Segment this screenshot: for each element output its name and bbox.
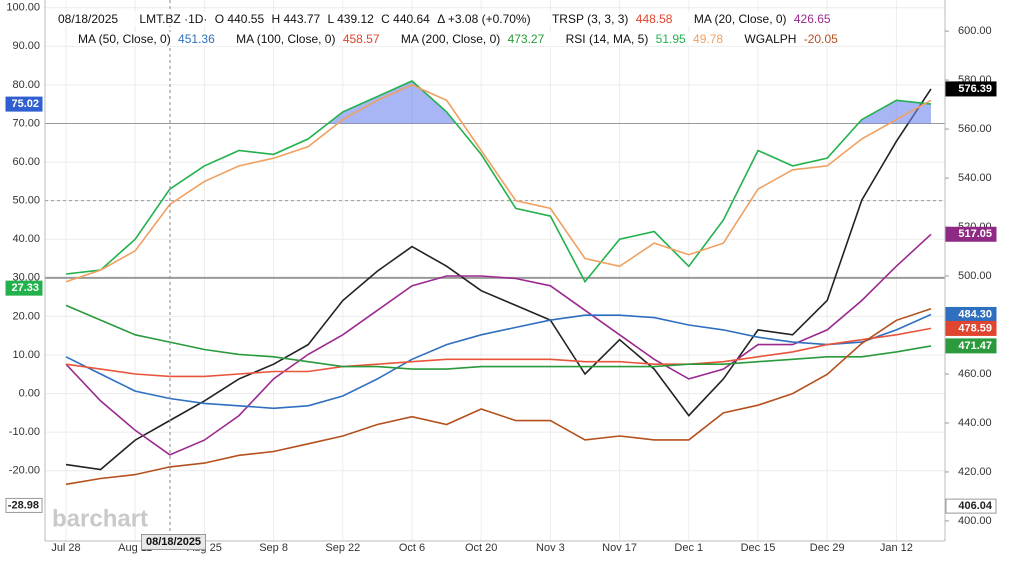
study-readout: 448.58 bbox=[635, 12, 673, 26]
legend-name[interactable]: MA (100, Close, 0) bbox=[236, 32, 336, 46]
legend-name[interactable]: MA (200, Close, 0) bbox=[400, 32, 501, 46]
y-tick-label: 100.00 bbox=[6, 2, 40, 14]
y-tick-label: 50.00 bbox=[12, 195, 40, 207]
x-tick-label: Sep 8 bbox=[259, 542, 288, 554]
y2-tick-label: 460.00 bbox=[958, 368, 992, 380]
y-tick-label: 20.00 bbox=[12, 310, 40, 322]
y-tick-label: 60.00 bbox=[12, 156, 40, 168]
x-tick-label: Dec 1 bbox=[674, 542, 703, 554]
legend-name[interactable]: MA (50, Close, 0) bbox=[78, 32, 171, 46]
header-row-1: 08/18/2025 LMT.BZ ·1D· O 440.55 H 443.77… bbox=[58, 12, 835, 26]
value-box-label: 471.47 bbox=[958, 340, 992, 352]
overbought-fill bbox=[327, 81, 931, 124]
symbol[interactable]: LMT.BZ ·1D· bbox=[139, 12, 208, 26]
value-box bbox=[5, 497, 43, 513]
x-tick-label: Nov 17 bbox=[602, 542, 637, 554]
low: L 439.12 bbox=[327, 12, 374, 26]
legend-name[interactable]: WGALPH bbox=[744, 32, 797, 46]
series-line bbox=[65, 80, 932, 284]
series-line bbox=[65, 313, 932, 410]
x-tick-label: Nov 3 bbox=[536, 542, 565, 554]
y2-tick-label: 420.00 bbox=[958, 466, 992, 478]
legend-readout: 458.57 bbox=[342, 32, 380, 46]
x-tick-label: Jul 28 bbox=[51, 542, 80, 554]
value-box bbox=[945, 226, 997, 242]
legend-readout: -20.05 bbox=[803, 32, 838, 46]
x-tick-label: Dec 29 bbox=[810, 542, 845, 554]
legend-name[interactable]: MA (20, Close, 0) bbox=[693, 12, 787, 26]
y-tick-label: -10.00 bbox=[9, 426, 40, 438]
series-line bbox=[65, 233, 932, 456]
x-tick-label: Jan 12 bbox=[880, 542, 913, 554]
y2-tick-label: 500.00 bbox=[958, 270, 992, 282]
y-tick-label: 10.00 bbox=[12, 349, 40, 361]
value-box bbox=[5, 96, 43, 112]
x-tick-label: Sep 22 bbox=[325, 542, 360, 554]
value-box bbox=[945, 338, 997, 354]
series-line bbox=[65, 307, 932, 486]
x-tick-label: Oct 6 bbox=[399, 542, 425, 554]
value-box bbox=[945, 498, 997, 514]
change: Δ +3.08 (+0.70%) bbox=[437, 12, 531, 26]
legend-readout: 49.78 bbox=[693, 32, 724, 46]
x-tick-label: Dec 15 bbox=[741, 542, 776, 554]
series-line bbox=[65, 88, 932, 471]
value-box bbox=[945, 81, 997, 97]
y2-tick-label: 540.00 bbox=[958, 172, 992, 184]
y2-tick-label: 400.00 bbox=[958, 515, 992, 527]
header-row-2: MA (50, Close, 0) 451.36 MA (100, Close,… bbox=[78, 32, 842, 46]
y2-tick-label: 440.00 bbox=[958, 417, 992, 429]
y-tick-label: 90.00 bbox=[12, 40, 40, 52]
legend-readout: 51.95 bbox=[655, 32, 686, 46]
legend-readout: 451.36 bbox=[178, 32, 215, 46]
value-box-label: 484.30 bbox=[958, 308, 992, 320]
y2-tick-label: 560.00 bbox=[958, 123, 992, 135]
series-line bbox=[65, 327, 932, 378]
open: O 440.55 bbox=[214, 12, 265, 26]
legend-name[interactable]: RSI (14, MA, 5) bbox=[565, 32, 649, 46]
value-box-label: 576.39 bbox=[958, 83, 992, 95]
date: 08/18/2025 bbox=[58, 12, 119, 26]
value-box-label: 27.33 bbox=[11, 282, 39, 294]
y-tick-label: 0.00 bbox=[19, 388, 40, 400]
study-name[interactable]: TRSP (3, 3, 3) bbox=[551, 12, 629, 26]
y-tick-label: -20.00 bbox=[9, 465, 40, 477]
x-tick-label: Oct 20 bbox=[465, 542, 497, 554]
close: C 440.64 bbox=[381, 12, 430, 26]
series-line bbox=[65, 304, 932, 370]
value-box-label: 478.59 bbox=[958, 322, 992, 334]
y-tick-label: 80.00 bbox=[12, 79, 40, 91]
high: H 443.77 bbox=[271, 12, 321, 26]
value-box-label: 517.05 bbox=[958, 228, 992, 240]
value-box-label: -28.98 bbox=[8, 499, 39, 511]
series-line bbox=[65, 84, 932, 283]
value-box-label: 75.02 bbox=[11, 98, 39, 110]
cursor-date-label: 08/18/2025 bbox=[141, 534, 207, 550]
watermark: barchart bbox=[52, 505, 148, 532]
y-tick-label: 70.00 bbox=[12, 117, 40, 129]
y2-tick-label: 600.00 bbox=[958, 25, 992, 37]
y-tick-label: 40.00 bbox=[12, 233, 40, 245]
value-box bbox=[945, 320, 997, 336]
value-box-label: 406.04 bbox=[958, 500, 993, 512]
value-box bbox=[5, 280, 43, 296]
legend-readout: 426.65 bbox=[793, 12, 831, 26]
legend-readout: 473.27 bbox=[507, 32, 545, 46]
